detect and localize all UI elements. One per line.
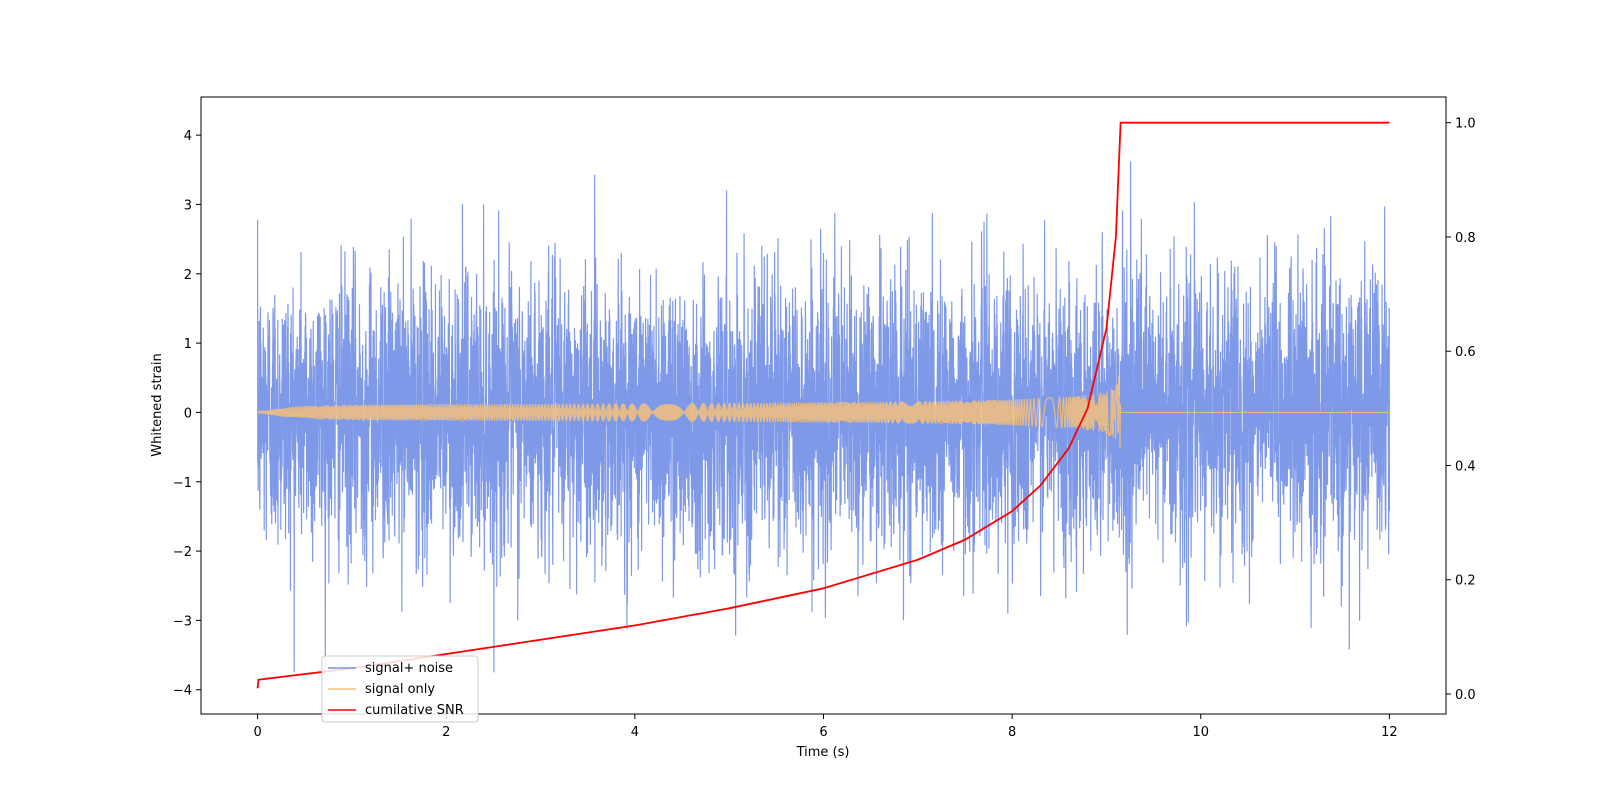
y-axis-left-ticks: −4 −3 −2 −1 0 1 2 3 4 <box>173 129 201 699</box>
x-axis-label: Time (s) <box>796 745 850 760</box>
series-cumulative-snr-line <box>256 121 1390 689</box>
y-right-tick-label: 0.0 <box>1455 688 1476 703</box>
series-signal-noise-line <box>256 161 1391 673</box>
y-tick-label: 3 <box>184 198 192 213</box>
legend-label-signal-only: signal only <box>365 682 435 697</box>
y-right-tick-label: 0.4 <box>1455 459 1476 474</box>
x-tick-label: 4 <box>631 725 639 740</box>
x-tick-label: 2 <box>442 725 450 740</box>
legend-box <box>321 655 479 723</box>
y-tick-label: 1 <box>184 337 192 352</box>
y-right-tick-label: 1.0 <box>1455 117 1476 132</box>
y-tick-label: −4 <box>173 684 192 699</box>
y-axis-right-ticks: 0.0 0.2 0.4 0.6 0.8 1.0 <box>1446 117 1476 703</box>
y-axis-label: Whitened strain <box>150 353 165 456</box>
y-tick-label: −3 <box>173 614 192 629</box>
series-signal-only-line <box>257 375 1390 450</box>
plot-area <box>256 121 1391 689</box>
x-axis-ticks: 0 2 4 6 8 10 12 <box>253 714 1398 740</box>
legend: signal+ noise signal only cumilative SNR <box>321 655 479 723</box>
x-tick-label: 8 <box>1008 725 1016 740</box>
x-tick-label: 10 <box>1192 725 1209 740</box>
y-tick-label: −2 <box>173 545 192 560</box>
x-tick-label: 6 <box>819 725 827 740</box>
y-right-tick-label: 0.8 <box>1455 231 1476 246</box>
x-tick-label: 0 <box>253 725 261 740</box>
y-right-tick-label: 0.2 <box>1455 574 1476 589</box>
y-tick-label: 2 <box>184 268 192 283</box>
y-tick-label: 0 <box>184 406 192 421</box>
x-tick-label: 12 <box>1381 725 1398 740</box>
y-right-tick-label: 0.6 <box>1455 345 1476 360</box>
legend-label-signal-noise: signal+ noise <box>365 661 453 676</box>
legend-label-cumulative-snr: cumilative SNR <box>365 703 464 718</box>
y-tick-label: −1 <box>173 476 192 491</box>
y-tick-label: 4 <box>184 129 192 144</box>
